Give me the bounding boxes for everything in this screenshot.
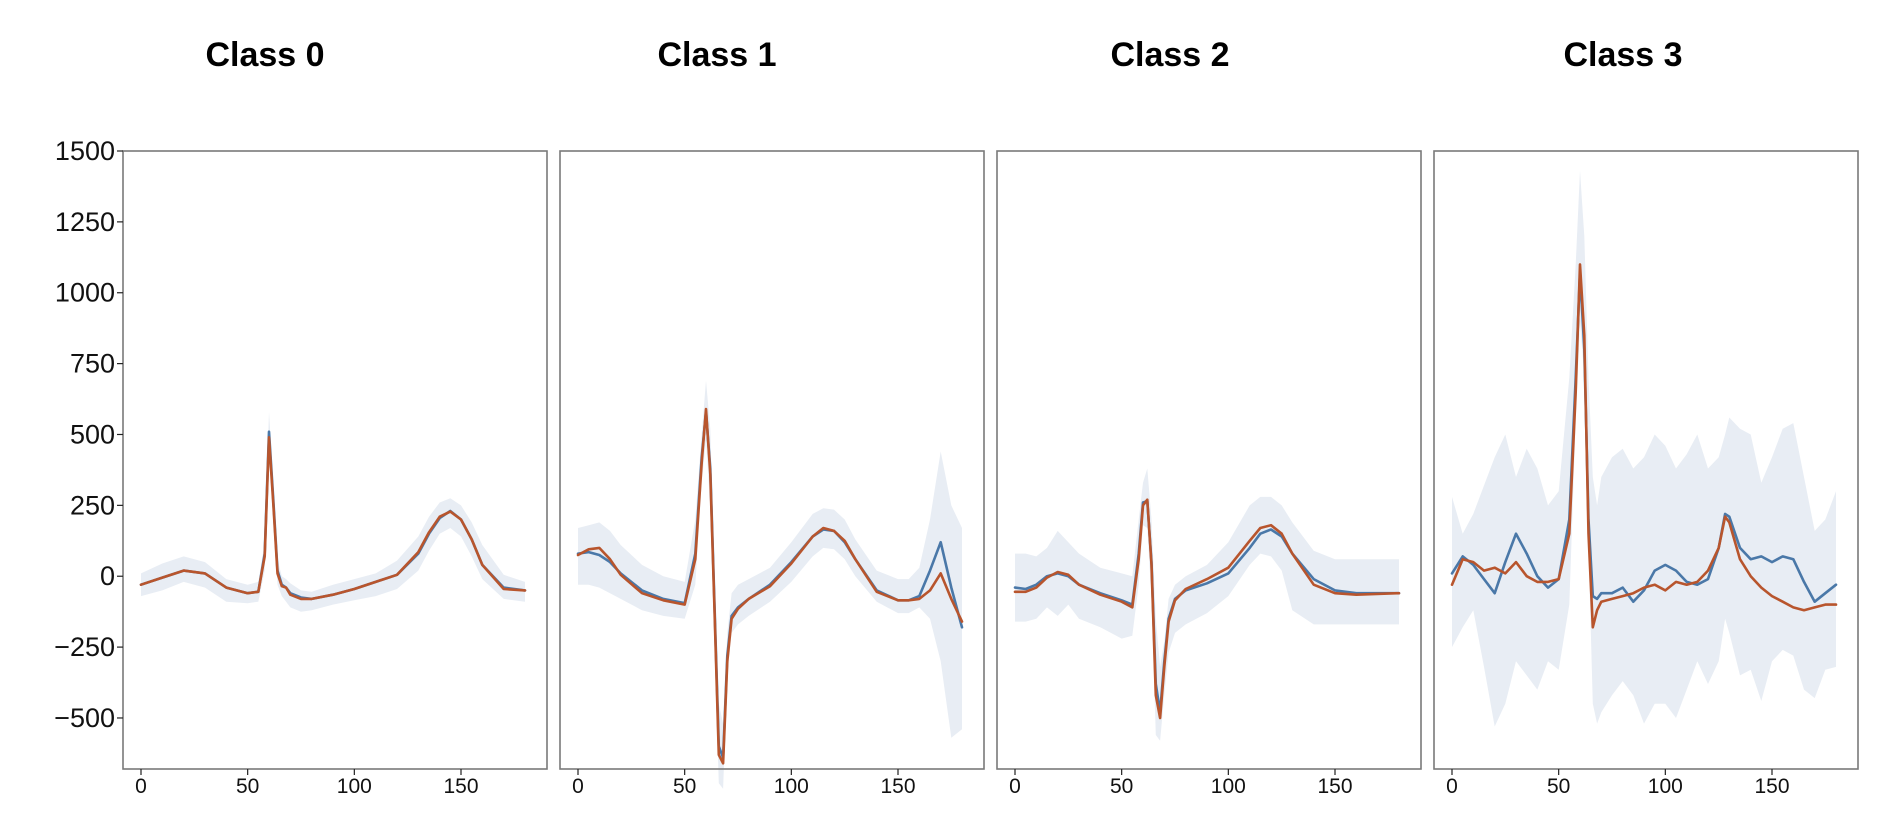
y-tick-label: 750 (70, 349, 115, 379)
panel-title: Class 1 (657, 36, 776, 74)
panel-title: Class 2 (1110, 36, 1229, 74)
series-line-2 (1013, 498, 1401, 720)
y-tick-label: 1500 (55, 136, 115, 166)
plot-frame (1433, 150, 1859, 770)
y-tick-label: −500 (54, 703, 115, 733)
x-tick-label: 50 (1547, 775, 1570, 798)
plot-frame (122, 150, 548, 770)
plot-frame (559, 150, 985, 770)
panel-class-3: Class 3 0 50 100 150 (1433, 36, 1859, 798)
panel-class-0: Class 0 0 50 100 150 (122, 36, 548, 798)
y-tick-label: 500 (70, 419, 115, 449)
y-tick-label: 250 (70, 490, 115, 520)
series-line-2 (139, 436, 527, 601)
x-tick-label: 50 (1110, 775, 1133, 798)
x-tick-label: 100 (1648, 775, 1683, 798)
x-tick-label: 100 (1211, 775, 1246, 798)
y-tick-label: 0 (100, 561, 115, 591)
x-tick-label: 0 (572, 775, 584, 798)
series-line-2 (1450, 263, 1838, 629)
y-axis: 1500 1250 1000 750 500 250 0 −250 −500 (54, 136, 123, 733)
x-tick-label: 0 (1446, 775, 1458, 798)
x-tick-label: 150 (1754, 775, 1789, 798)
panel-class-1: Class 1 0 50 100 150 (559, 36, 985, 798)
x-tick-label: 150 (443, 775, 478, 798)
y-tick-label: −250 (54, 632, 115, 662)
panel-class-2: Class 2 0 50 100 150 (996, 36, 1422, 798)
confidence-band (141, 411, 525, 612)
x-tick-label: 50 (236, 775, 259, 798)
x-tick-label: 100 (337, 775, 372, 798)
x-tick-label: 150 (880, 775, 915, 798)
plot-frame (996, 150, 1422, 770)
y-tick-label: 1250 (55, 207, 115, 237)
x-tick-label: 50 (673, 775, 696, 798)
x-tick-label: 150 (1317, 775, 1352, 798)
x-tick-label: 100 (774, 775, 809, 798)
series-line-2 (576, 407, 964, 765)
confidence-band (1452, 170, 1836, 727)
x-tick-label: 0 (1009, 775, 1021, 798)
y-tick-label: 1000 (55, 278, 115, 308)
confidence-band (1015, 468, 1399, 741)
x-tick-label: 0 (135, 775, 147, 798)
panel-title: Class 0 (205, 36, 324, 74)
panel-title: Class 3 (1563, 36, 1682, 74)
